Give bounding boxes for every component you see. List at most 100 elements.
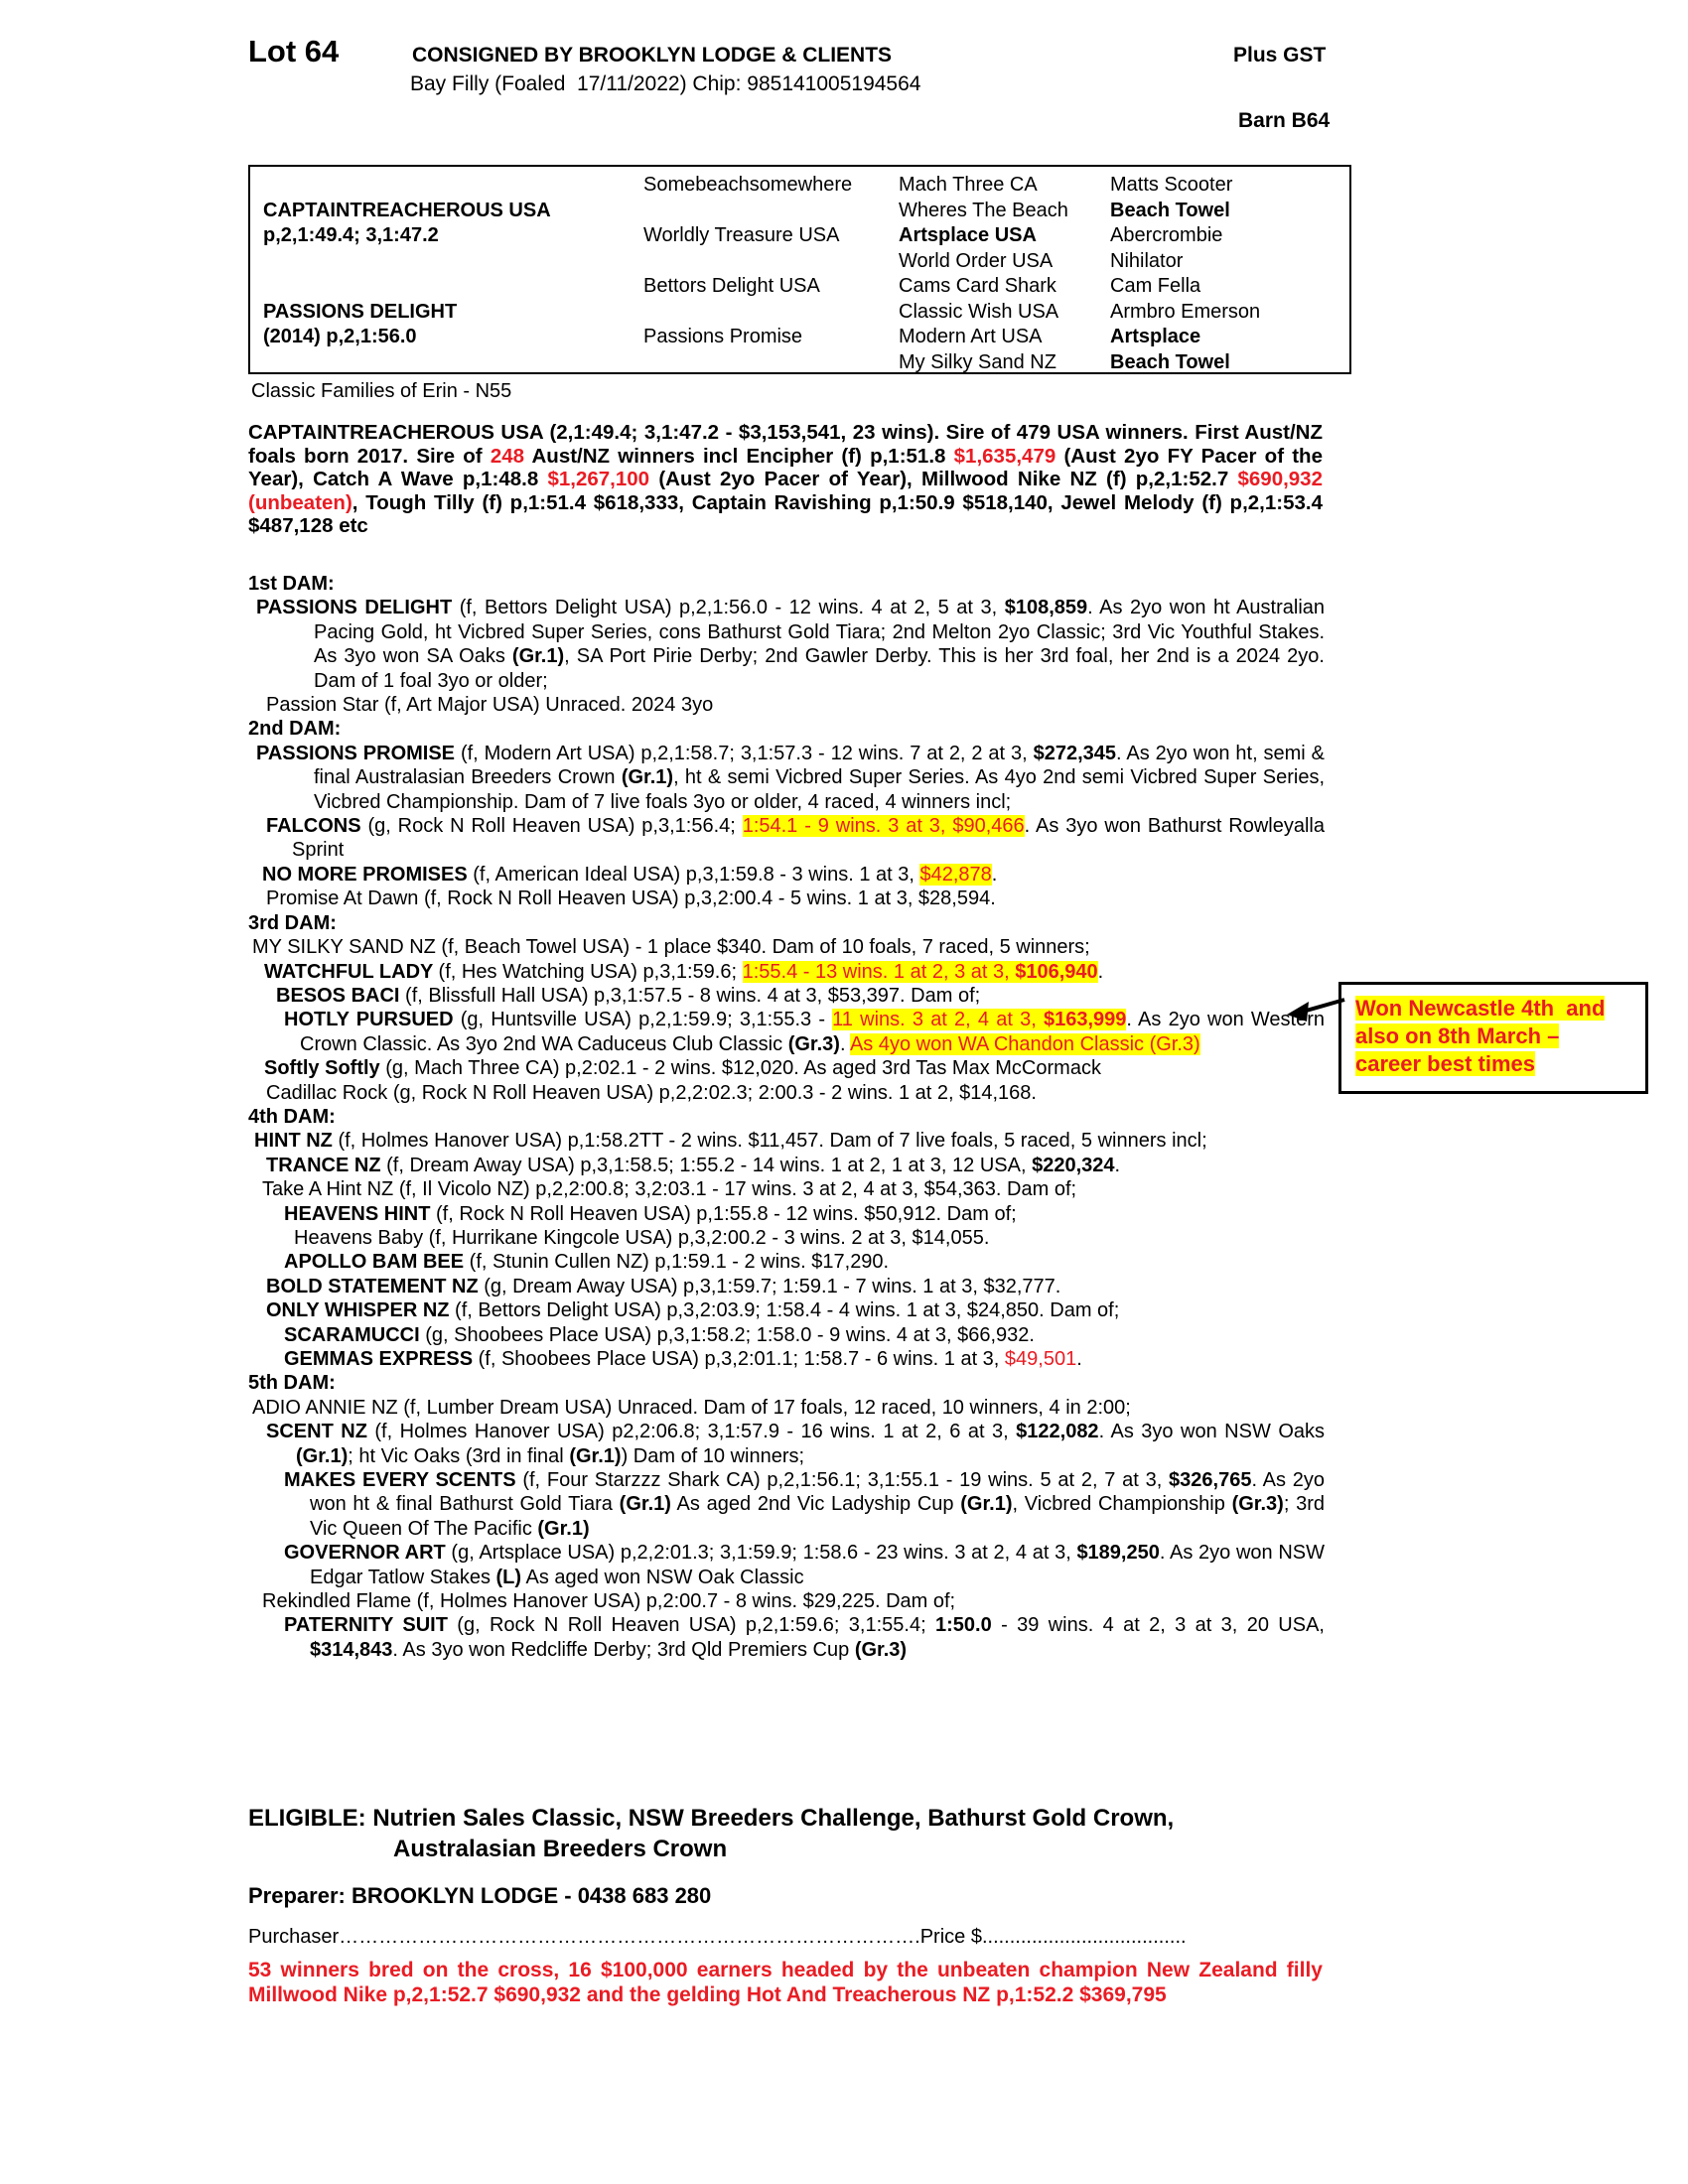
pedigree-cell: Artsplace: [1110, 326, 1201, 347]
text-segment: ADIO ANNIE NZ (f, Lumber Dream USA) Unra…: [252, 1396, 1131, 1419]
dam-heading: 1st DAM:: [248, 573, 335, 595]
text-segment: (g, Rock N Roll Heaven USA) p,2,1:59.6; …: [457, 1614, 935, 1637]
text-segment: Passion Star (f, Art Major USA) Unraced.…: [266, 694, 714, 717]
pedigree-cell: Cam Fella: [1110, 275, 1201, 297]
text-segment: GOVERNOR ART: [284, 1542, 452, 1565]
text-segment: APOLLO BAM BEE: [284, 1251, 470, 1274]
text-segment: As aged won NSW Oak Classic: [521, 1566, 804, 1588]
pedigree-entry: PASSIONS DELIGHT (f, Bettors Delight USA…: [248, 596, 1325, 693]
pedigree-entry: MY SILKY SAND NZ (f, Beach Towel USA) - …: [248, 935, 1325, 959]
text-segment: .: [991, 863, 998, 886]
pedigree-entry: ADIO ANNIE NZ (f, Lumber Dream USA) Unra…: [248, 1396, 1325, 1420]
consignor-title: CONSIGNED BY BROOKLYN LODGE & CLIENTS: [412, 44, 893, 67]
text-segment: As 4yo won WA Chandon Classic (Gr.3): [849, 1032, 1200, 1055]
pedigree-entry: SCARAMUCCI (g, Shoobees Place USA) p,3,1…: [248, 1323, 1325, 1347]
text-segment: $106,940: [1015, 960, 1098, 983]
text-segment: (g, Huntsville USA) p,2,1:59.9; 3,1:55.3…: [460, 1009, 833, 1031]
text-segment: (Gr.1): [960, 1493, 1013, 1516]
pedigree-cell: Nihilator: [1110, 249, 1184, 272]
pedigree-cell: Beach Towel: [1110, 350, 1230, 373]
dam-heading: 4th DAM:: [248, 1105, 336, 1128]
text-segment: 11 wins. 3 at 2, 4 at 3,: [832, 1009, 1044, 1031]
text-segment: HINT NZ: [254, 1130, 339, 1153]
text-segment: $220,324: [1032, 1154, 1115, 1176]
pedigree-cell: Passions Promise: [643, 326, 803, 347]
text-segment: (f, Stunin Cullen NZ) p,1:59.1 - 2 wins.…: [469, 1251, 890, 1274]
pedigree-entry: TRANCE NZ (f, Dream Away USA) p,3,1:58.5…: [248, 1154, 1325, 1177]
text-segment: . As 2yo won ht & final Bathurst Gold Ti…: [310, 1469, 1326, 1516]
text-segment: . As 2yo won Western Crown Classic. As 3…: [300, 1009, 1325, 1055]
text-segment: Won Newcastle 4th and: [1355, 996, 1606, 1021]
text-segment: (f, Holmes Hanover USA) p2,2:06.8; 3,1:5…: [374, 1421, 1017, 1443]
text-segment: .: [1114, 1154, 1121, 1176]
text-segment: . As 3yo won Redcliffe Derby; 3rd Qld Pr…: [392, 1638, 855, 1661]
text-segment: 248: [490, 444, 525, 468]
sire-paragraph: CAPTAINTREACHEROUS USA (2,1:49.4; 3,1:47…: [248, 421, 1323, 538]
text-segment: .: [839, 1032, 850, 1055]
text-segment: $314,843: [310, 1638, 393, 1661]
pedigree-entry: Take A Hint NZ (f, Il Vicolo NZ) p,2,2:0…: [248, 1177, 1325, 1201]
eligibility-block: ELIGIBLE: Nutrien Sales Classic, NSW Bre…: [248, 1803, 1174, 1864]
pedigree-table: CAPTAINTREACHEROUS USA p,2,1:49.4; 3,1:47…: [248, 165, 1351, 374]
text-segment: also on 8th March –: [1355, 1024, 1560, 1048]
pedigree-cell: Cams Card Shark: [899, 275, 1056, 297]
pedigree-entry: FALCONS (g, Rock N Roll Heaven USA) p,3,…: [248, 814, 1325, 863]
text-segment: SCENT NZ: [266, 1421, 375, 1443]
text-segment: , ht & semi Vicbred Super Series. As 4yo…: [314, 766, 1326, 813]
purchaser-price-line: Purchaser…………………………………………………………………………….P…: [248, 1926, 1187, 1948]
text-segment: (Gr.1): [619, 1493, 671, 1516]
text-segment: (g, Shoobees Place USA) p,3,1:58.2; 1:58…: [425, 1323, 1035, 1346]
text-segment: Heavens Baby (f, Hurrikane Kingcole USA)…: [294, 1226, 990, 1249]
text-segment: (f, Holmes Hanover USA) p,1:58.2TT - 2 w…: [338, 1130, 1207, 1153]
text-segment: $122,082: [1016, 1421, 1099, 1443]
pedigree-cell: PASSIONS DELIGHT: [263, 300, 458, 323]
text-segment: $42,878: [919, 863, 992, 886]
text-segment: (f, American Ideal USA) p,3,1:59.8 - 3 w…: [473, 863, 920, 886]
pedigree-cell: CAPTAINTREACHEROUS USA: [263, 199, 551, 221]
dam-heading: 3rd DAM:: [248, 911, 337, 934]
text-segment: 1:55.4 - 13 wins. 1 at 2, 3 at 3,: [742, 960, 1016, 983]
text-segment: ) Dam of 10 winners;: [621, 1444, 805, 1467]
pedigree-entry: SCENT NZ (f, Holmes Hanover USA) p2,2:06…: [248, 1420, 1325, 1468]
pedigree-entry: HEAVENS HINT (f, Rock N Roll Heaven USA)…: [248, 1202, 1325, 1226]
pedigree-entry: PATERNITY SUIT (g, Rock N Roll Heaven US…: [248, 1613, 1325, 1662]
text-segment: ONLY WHISPER NZ: [266, 1299, 456, 1322]
text-segment: Cadillac Rock (g, Rock N Roll Heaven USA…: [266, 1081, 1037, 1104]
text-segment: - 39 wins. 4 at 2, 3 at 3, 20 USA,: [991, 1614, 1325, 1637]
text-segment: ; 3rd Vic Queen Of The Pacific: [310, 1493, 1325, 1540]
text-segment: (Gr.1): [296, 1444, 349, 1467]
text-segment: SCARAMUCCI: [284, 1323, 426, 1346]
pedigree-entry: Heavens Baby (f, Hurrikane Kingcole USA)…: [248, 1226, 1325, 1250]
pedigree-entry: WATCHFUL LADY (f, Hes Watching USA) p,3,…: [248, 960, 1325, 984]
text-segment: Take A Hint NZ (f, Il Vicolo NZ) p,2,2:0…: [262, 1178, 1077, 1201]
text-segment: (g, Rock N Roll Heaven USA) p,3,1:56.4;: [367, 815, 743, 838]
family-line: Classic Families of Erin - N55: [251, 380, 512, 402]
text-segment: (Gr.1): [511, 645, 565, 668]
text-segment: HOTLY PURSUED: [284, 1009, 461, 1031]
pedigree-cell: Matts Scooter: [1110, 174, 1233, 196]
text-segment: MY SILKY SAND NZ (f, Beach Towel USA) - …: [252, 936, 1090, 959]
text-segment: $108,859: [1004, 597, 1088, 619]
pedigree-entry: MAKES EVERY SCENTS (f, Four Starzzz Shar…: [248, 1468, 1325, 1541]
text-segment: . As 2yo won ht, semi & final Australasi…: [314, 742, 1326, 789]
pedigree-entry: Cadillac Rock (g, Rock N Roll Heaven USA…: [248, 1081, 1325, 1105]
pedigree-entry: Softly Softly (g, Mach Three CA) p,2:02.…: [248, 1056, 1325, 1080]
pedigree-cell: Wheres The Beach: [899, 199, 1068, 221]
text-segment: (g, Mach Three CA) p,2:02.1 - 2 wins. $1…: [385, 1057, 1101, 1080]
text-segment: (g, Dream Away USA) p,3,1:59.7; 1:59.1 -…: [484, 1275, 1061, 1297]
text-segment: (f, Bettors Delight USA) p,3,2:03.9; 1:5…: [455, 1299, 1120, 1322]
annotation-line: also on 8th March –: [1355, 1023, 1645, 1050]
plus-gst-label: Plus GST: [1233, 44, 1327, 67]
text-segment: TRANCE NZ: [266, 1154, 387, 1176]
text-segment: $272,345: [1033, 742, 1117, 764]
pedigree-cell: Somebeachsomewhere: [643, 174, 853, 196]
text-segment: PASSIONS DELIGHT: [256, 597, 460, 619]
text-segment: Promise At Dawn (f, Rock N Roll Heaven U…: [266, 887, 996, 910]
text-segment: (Aust 2yo Pacer of Year), Millwood Nike …: [649, 468, 1238, 491]
text-segment: Aust/NZ winners incl Encipher (f) p,1:51…: [524, 444, 954, 468]
pedigree-entry: Passion Star (f, Art Major USA) Unraced.…: [248, 693, 1325, 717]
pedigree-cell: World Order USA: [899, 249, 1054, 272]
text-segment: . As 3yo won NSW Oaks: [1098, 1421, 1325, 1443]
pedigree-entry: GOVERNOR ART (g, Artsplace USA) p,2,2:01…: [248, 1541, 1325, 1589]
text-segment: 1:50.0: [935, 1614, 992, 1637]
